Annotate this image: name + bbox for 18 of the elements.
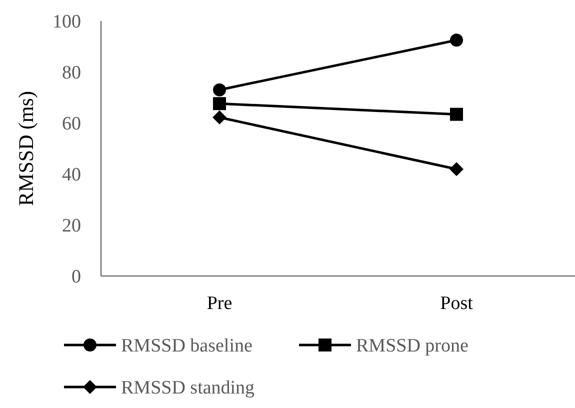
point bbox=[450, 108, 463, 121]
legend-label: RMSSD standing bbox=[121, 378, 256, 399]
y-tick-label: 60 bbox=[62, 114, 81, 135]
legend-label: RMSSD baseline bbox=[121, 336, 252, 357]
x-tick-label: Post bbox=[440, 293, 474, 314]
y-tick-label: 20 bbox=[62, 216, 81, 237]
y-tick-label: 100 bbox=[52, 12, 81, 33]
y-axis-title: RMSSD (ms) bbox=[14, 91, 38, 206]
y-tick-label: 80 bbox=[62, 62, 81, 84]
point bbox=[450, 162, 464, 176]
point bbox=[450, 34, 463, 47]
point bbox=[212, 110, 226, 124]
legend-label: RMSSD prone bbox=[356, 336, 468, 357]
y-tick-label: 0 bbox=[72, 266, 81, 288]
y-tick-label: 40 bbox=[62, 164, 81, 186]
point bbox=[213, 97, 226, 110]
x-tick-label: Pre bbox=[206, 293, 232, 314]
point bbox=[213, 83, 226, 96]
